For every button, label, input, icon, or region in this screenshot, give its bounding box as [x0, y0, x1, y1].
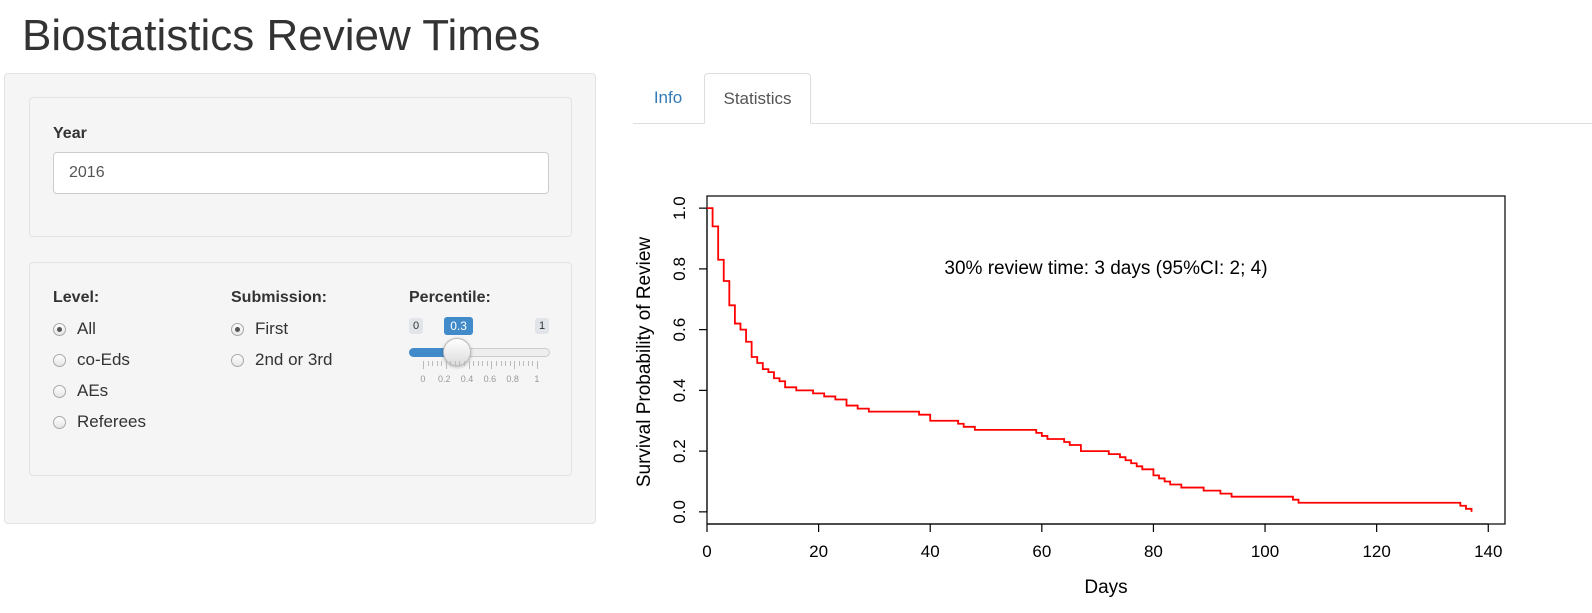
- slider-tick: [505, 361, 507, 366]
- x-tick-label: 0: [702, 542, 711, 561]
- level-option-referees[interactable]: Referees: [53, 412, 146, 432]
- slider-tick: [527, 361, 529, 366]
- options-well: Level: All co-Eds AEs Referees Submissio…: [29, 262, 572, 476]
- tab-statistics[interactable]: Statistics: [704, 73, 811, 124]
- x-axis: 0 20 40 60 80 100 120 140: [702, 523, 1502, 561]
- slider-tick: [423, 361, 424, 369]
- slider-tick: [468, 361, 470, 369]
- slider-tick: [477, 361, 479, 366]
- x-tick-label: 40: [921, 542, 940, 561]
- submission-label: Submission:: [231, 289, 328, 306]
- level-option-label: Referees: [77, 412, 146, 431]
- level-option-aes[interactable]: AEs: [53, 381, 108, 401]
- y-tick-label: 0.6: [670, 318, 689, 342]
- percentile-label: Percentile:: [409, 289, 491, 306]
- y-tick-label: 0.0: [670, 500, 689, 524]
- level-option-label: AEs: [77, 381, 109, 400]
- slider-tick: [450, 361, 452, 366]
- radio-unchecked-icon[interactable]: [53, 384, 66, 398]
- y-axis-label: Survival Probability of Review: [634, 237, 655, 488]
- radio-unchecked-icon[interactable]: [53, 353, 66, 367]
- level-option-label: All: [77, 319, 96, 338]
- radio-unchecked-icon[interactable]: [231, 353, 244, 367]
- slider-tick: [464, 361, 466, 366]
- slider-tick: [482, 361, 484, 366]
- x-tick-label: 100: [1251, 542, 1279, 561]
- slider-tick-label: 0.8: [506, 374, 519, 384]
- slider-tick-label: 0.4: [460, 374, 474, 384]
- x-tick-label: 20: [809, 542, 828, 561]
- slider-tick: [514, 361, 516, 369]
- slider-tick: [518, 361, 520, 366]
- slider-tick-label: 0.2: [438, 374, 451, 384]
- slider-tick-label: 1: [534, 374, 540, 384]
- tab-bar: Info Statistics: [633, 73, 1592, 124]
- submission-option-label: First: [255, 319, 289, 338]
- page-title: Biostatistics Review Times: [22, 11, 541, 60]
- level-option-label: co-Eds: [77, 350, 130, 369]
- percentile-slider-handle[interactable]: [443, 338, 472, 366]
- slider-tick: [509, 361, 511, 366]
- year-input[interactable]: [53, 152, 549, 194]
- submission-option-first[interactable]: First: [231, 319, 288, 339]
- slider-tick: [445, 361, 447, 369]
- slider-tick: [441, 361, 443, 366]
- survival-curve: [707, 207, 1473, 512]
- slider-tick: [486, 361, 488, 366]
- submission-option-2nd-or-3rd[interactable]: 2nd or 3rd: [231, 350, 333, 370]
- x-axis-label: Days: [1084, 577, 1127, 598]
- slider-min-label: 0: [409, 318, 424, 334]
- y-tick-label: 0.4: [670, 379, 689, 403]
- x-tick-label: 140: [1474, 542, 1502, 561]
- radio-unchecked-icon[interactable]: [53, 415, 66, 429]
- level-label: Level:: [53, 289, 100, 306]
- y-axis: 0.0 0.2 0.4 0.6 0.8 1.0: [670, 196, 708, 524]
- radio-checked-icon[interactable]: [53, 322, 66, 336]
- slider-value-label: 0.3: [444, 317, 473, 335]
- slider-tick: [500, 361, 502, 366]
- percentile-slider-fill: [409, 348, 458, 357]
- plot-frame: [706, 195, 1506, 525]
- slider-tick: [427, 361, 429, 366]
- sidebar-panel: Year Level: All co-Eds AEs Referees Subm…: [4, 73, 596, 524]
- slider-max-label: 1: [535, 318, 550, 334]
- chart-annotation: 30% review time: 3 days (95%CI: 2; 4): [944, 258, 1267, 279]
- slider-tick: [454, 361, 456, 366]
- slider-tick: [495, 361, 497, 366]
- level-option-all[interactable]: All: [53, 319, 96, 339]
- y-tick-label: 0.2: [670, 439, 689, 463]
- level-option-co-eds[interactable]: co-Eds: [53, 350, 130, 370]
- y-tick-label: 0.8: [670, 257, 689, 281]
- slider-tick: [537, 361, 538, 369]
- slider-tick-label: 0: [420, 374, 426, 384]
- submission-option-label: 2nd or 3rd: [255, 350, 333, 369]
- slider-tick: [432, 361, 434, 366]
- slider-tick: [473, 361, 475, 366]
- year-label: Year: [53, 125, 87, 142]
- y-tick-label: 1.0: [670, 196, 689, 220]
- slider-tick: [532, 361, 534, 366]
- year-well: Year: [29, 97, 572, 237]
- slider-tick: [491, 361, 493, 369]
- x-tick-label: 120: [1362, 542, 1390, 561]
- radio-checked-icon[interactable]: [231, 322, 244, 336]
- x-tick-label: 60: [1032, 542, 1051, 561]
- slider-tick: [523, 361, 525, 366]
- x-tick-label: 80: [1144, 542, 1163, 561]
- slider-tick-label: 0.6: [483, 374, 497, 384]
- slider-tick: [459, 361, 461, 366]
- tab-info[interactable]: Info: [653, 88, 683, 107]
- slider-tick: [436, 361, 438, 366]
